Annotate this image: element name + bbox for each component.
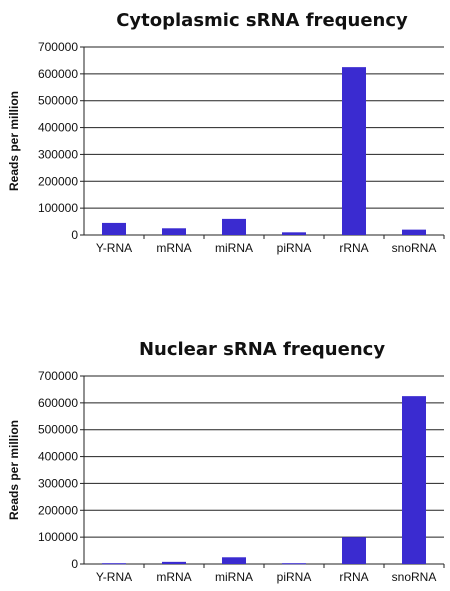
y-tick-label: 500000 — [38, 94, 78, 108]
x-category-label: snoRNA — [392, 241, 437, 255]
chart-title: Cytoplasmic sRNA frequency — [116, 10, 408, 31]
bar — [402, 229, 426, 235]
x-category-label: snoRNA — [392, 570, 437, 584]
bar — [222, 557, 246, 564]
y-axis-label: Reads per million — [7, 91, 21, 191]
x-category-label: piRNA — [277, 241, 312, 255]
y-tick-label: 600000 — [38, 67, 78, 81]
bar — [282, 563, 306, 565]
cytoplasmic-chart: Cytoplasmic sRNA frequency Reads per mil… — [7, 10, 445, 255]
y-tick-label: 200000 — [38, 503, 78, 517]
y-tick-label: 400000 — [38, 450, 78, 464]
chart-title: Nuclear sRNA frequency — [139, 339, 385, 360]
y-tick-label: 300000 — [38, 476, 78, 490]
x-category-label: mRNA — [156, 241, 191, 255]
x-category-label: rRNA — [339, 241, 368, 255]
y-tick-label: 100000 — [38, 530, 78, 544]
y-tick-label: 700000 — [38, 369, 78, 383]
bar — [162, 561, 186, 564]
y-tick-label: 500000 — [38, 423, 78, 437]
bar — [402, 396, 426, 564]
bar — [102, 222, 126, 235]
y-tick-label: 300000 — [38, 147, 78, 161]
nuclear-chart: Nuclear sRNA frequency Reads per million… — [7, 339, 445, 584]
y-tick-label: 0 — [71, 228, 78, 242]
bar — [282, 232, 306, 235]
y-tick-label: 600000 — [38, 396, 78, 410]
y-axis-label: Reads per million — [7, 420, 21, 520]
x-category-label: Y-RNA — [96, 570, 132, 584]
y-tick-label: 200000 — [38, 174, 78, 188]
y-tick-label: 100000 — [38, 201, 78, 215]
x-category-label: miRNA — [215, 241, 253, 255]
bar — [342, 537, 366, 564]
x-category-label: piRNA — [277, 570, 312, 584]
bar — [162, 228, 186, 235]
bar — [222, 218, 246, 235]
x-category-label: Y-RNA — [96, 241, 132, 255]
x-category-label: rRNA — [339, 570, 368, 584]
y-tick-label: 400000 — [38, 121, 78, 135]
x-category-label: mRNA — [156, 570, 191, 584]
bar — [342, 67, 366, 236]
y-tick-label: 0 — [71, 557, 78, 571]
bar — [102, 563, 126, 565]
x-category-label: miRNA — [215, 570, 253, 584]
y-tick-label: 700000 — [38, 40, 78, 54]
